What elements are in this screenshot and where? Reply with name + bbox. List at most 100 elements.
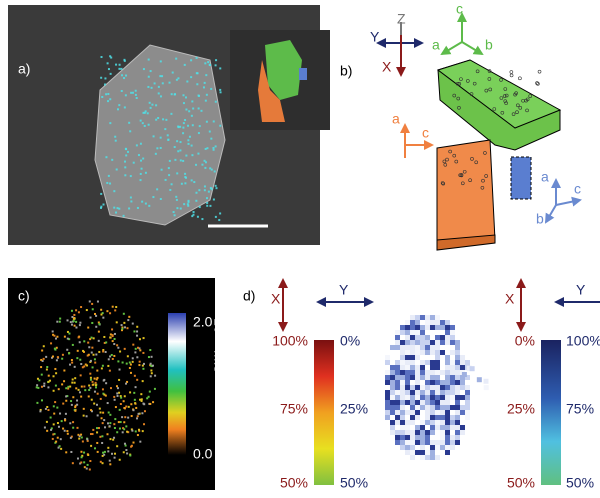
- pixel: [440, 425, 445, 430]
- speckle: [123, 421, 125, 423]
- pixel: [415, 390, 420, 395]
- pixel: [455, 410, 460, 415]
- pixel: [460, 355, 465, 360]
- pixel: [440, 380, 445, 385]
- pixel: [430, 425, 435, 430]
- speckle: [180, 159, 182, 161]
- speckle: [62, 354, 64, 356]
- pixel: [410, 365, 415, 370]
- speckle: [54, 368, 56, 370]
- speckle: [165, 179, 167, 181]
- pixel: [400, 415, 405, 420]
- pixel: [430, 395, 435, 400]
- speckle: [206, 205, 208, 207]
- speckle: [109, 183, 111, 185]
- pixel: [425, 400, 430, 405]
- speckle: [77, 350, 79, 352]
- speckle: [36, 384, 38, 386]
- speckle: [126, 452, 128, 454]
- speckle: [154, 82, 156, 84]
- pixel: [420, 455, 425, 460]
- pixel: [440, 390, 445, 395]
- speckle: [140, 160, 142, 162]
- speckle: [102, 350, 104, 352]
- speckle: [156, 147, 158, 149]
- speckle: [47, 409, 49, 411]
- pixel: [435, 400, 440, 405]
- speckle: [219, 89, 221, 91]
- pixel: [390, 345, 395, 350]
- speckle: [147, 86, 149, 88]
- pixel: [430, 405, 435, 410]
- speckle: [123, 400, 125, 402]
- speckle: [110, 333, 112, 335]
- speckle: [41, 350, 43, 352]
- pixel: [430, 345, 435, 350]
- speckle: [74, 410, 76, 412]
- pixel: [405, 385, 410, 390]
- b-axis: [546, 205, 556, 222]
- speckle: [84, 389, 86, 391]
- speckle: [117, 395, 119, 397]
- pixel: [445, 425, 450, 430]
- pixel: [430, 430, 435, 435]
- speckle: [205, 148, 207, 150]
- pixel: [395, 345, 400, 350]
- pixel: [440, 435, 445, 440]
- dot: [536, 82, 539, 85]
- pixel: [484, 385, 489, 390]
- speckle: [215, 145, 217, 147]
- axis-label: a: [392, 111, 400, 127]
- speckle: [64, 419, 66, 421]
- speckle: [70, 400, 72, 402]
- speckle: [206, 94, 208, 96]
- speckle: [150, 375, 152, 377]
- speckle: [116, 445, 118, 447]
- speckle: [198, 132, 200, 134]
- pixel: [415, 350, 420, 355]
- speckle: [151, 372, 153, 374]
- speckle: [151, 87, 153, 89]
- speckle: [191, 145, 193, 147]
- speckle: [125, 154, 127, 156]
- pixel: [450, 330, 455, 335]
- pixel: [455, 400, 460, 405]
- speckle: [138, 429, 140, 431]
- pixel: [395, 405, 400, 410]
- speckle: [67, 433, 69, 435]
- pixel: [455, 415, 460, 420]
- pixel: [445, 390, 450, 395]
- speckle: [70, 437, 72, 439]
- speckle: [119, 428, 121, 430]
- speckle: [140, 393, 142, 395]
- speckle: [81, 456, 83, 458]
- speckle: [215, 187, 217, 189]
- pixel: [400, 345, 405, 350]
- pixel: [410, 325, 415, 330]
- speckle: [88, 346, 90, 348]
- pixel: [410, 375, 415, 380]
- pixel: [425, 360, 430, 365]
- pixel: [425, 455, 430, 460]
- speckle: [83, 415, 85, 417]
- speckle: [123, 77, 125, 79]
- pixel: [385, 380, 390, 385]
- pixel: [445, 325, 450, 330]
- speckle: [108, 412, 110, 414]
- pixel: [430, 365, 435, 370]
- speckle: [149, 102, 151, 104]
- speckle: [150, 369, 152, 371]
- speckle: [142, 403, 144, 405]
- speckle: [207, 61, 209, 63]
- axis-label: X: [505, 291, 515, 307]
- speckle: [123, 215, 125, 217]
- speckle: [120, 403, 122, 405]
- speckle: [187, 125, 189, 127]
- speckle: [94, 358, 96, 360]
- speckle: [117, 108, 119, 110]
- speckle: [96, 427, 98, 429]
- pixel: [450, 335, 455, 340]
- speckle: [142, 430, 144, 432]
- speckle: [103, 419, 105, 421]
- pixel: [455, 395, 460, 400]
